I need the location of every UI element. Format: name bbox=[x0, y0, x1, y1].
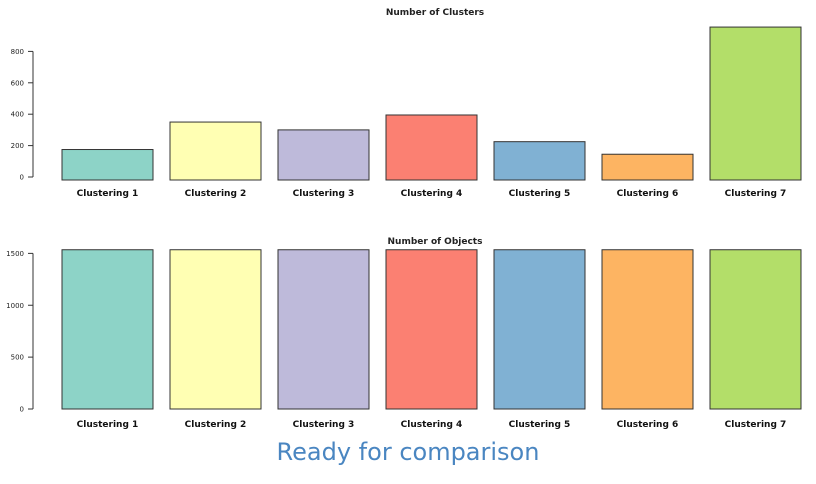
chart-1-bar bbox=[709, 26, 802, 181]
chart-1-bar bbox=[493, 141, 586, 181]
chart-1-y-tick-label: 0 bbox=[20, 174, 24, 182]
chart-2-bar bbox=[277, 249, 370, 410]
chart-1-y-tick-label: 800 bbox=[11, 48, 24, 56]
chart-1-y-tick-label: 400 bbox=[11, 111, 24, 119]
chart-2-bar bbox=[601, 249, 694, 410]
chart-2-x-label: Clustering 7 bbox=[725, 420, 787, 430]
chart-2-x-label: Clustering 2 bbox=[185, 420, 247, 430]
chart-1-title: Number of Clusters bbox=[386, 8, 484, 18]
chart-2-bar bbox=[493, 249, 586, 410]
chart-1-bar bbox=[385, 114, 478, 181]
chart-2-y-tick-label: 1500 bbox=[6, 250, 24, 258]
chart-2-x-label: Clustering 6 bbox=[617, 420, 679, 430]
chart-1-x-label: Clustering 3 bbox=[293, 189, 355, 199]
chart-1-x-label: Clustering 2 bbox=[185, 189, 247, 199]
chart-2-x-label: Clustering 5 bbox=[509, 420, 571, 430]
chart-1-y-tick-label: 600 bbox=[11, 79, 24, 87]
chart-2-bar bbox=[61, 249, 154, 410]
chart-2-y-tick-label: 500 bbox=[11, 354, 24, 362]
status-message: Ready for comparison bbox=[276, 438, 540, 466]
chart-1-x-label: Clustering 4 bbox=[401, 189, 463, 199]
chart-1-x-label: Clustering 1 bbox=[77, 189, 139, 199]
chart-2-bar bbox=[385, 249, 478, 410]
chart-1-bar bbox=[601, 153, 694, 181]
chart-1-x-label: Clustering 5 bbox=[509, 189, 571, 199]
chart-2-bar bbox=[169, 249, 262, 410]
chart-1-bar bbox=[169, 121, 262, 181]
chart-1-bar bbox=[61, 149, 154, 181]
chart-1-x-label: Clustering 6 bbox=[617, 189, 679, 199]
chart-2-x-label: Clustering 1 bbox=[77, 420, 139, 430]
chart-2-x-label: Clustering 3 bbox=[293, 420, 355, 430]
chart-2-bar bbox=[709, 249, 802, 410]
chart-1-y-tick-label: 200 bbox=[11, 142, 24, 150]
chart-1-x-label: Clustering 7 bbox=[725, 189, 787, 199]
chart-2-y-tick-label: 0 bbox=[20, 406, 24, 414]
chart-1-bar bbox=[277, 129, 370, 181]
chart-2-x-label: Clustering 4 bbox=[401, 420, 463, 430]
chart-2-y-tick-label: 1000 bbox=[6, 302, 24, 310]
chart-2-title: Number of Objects bbox=[388, 237, 483, 247]
